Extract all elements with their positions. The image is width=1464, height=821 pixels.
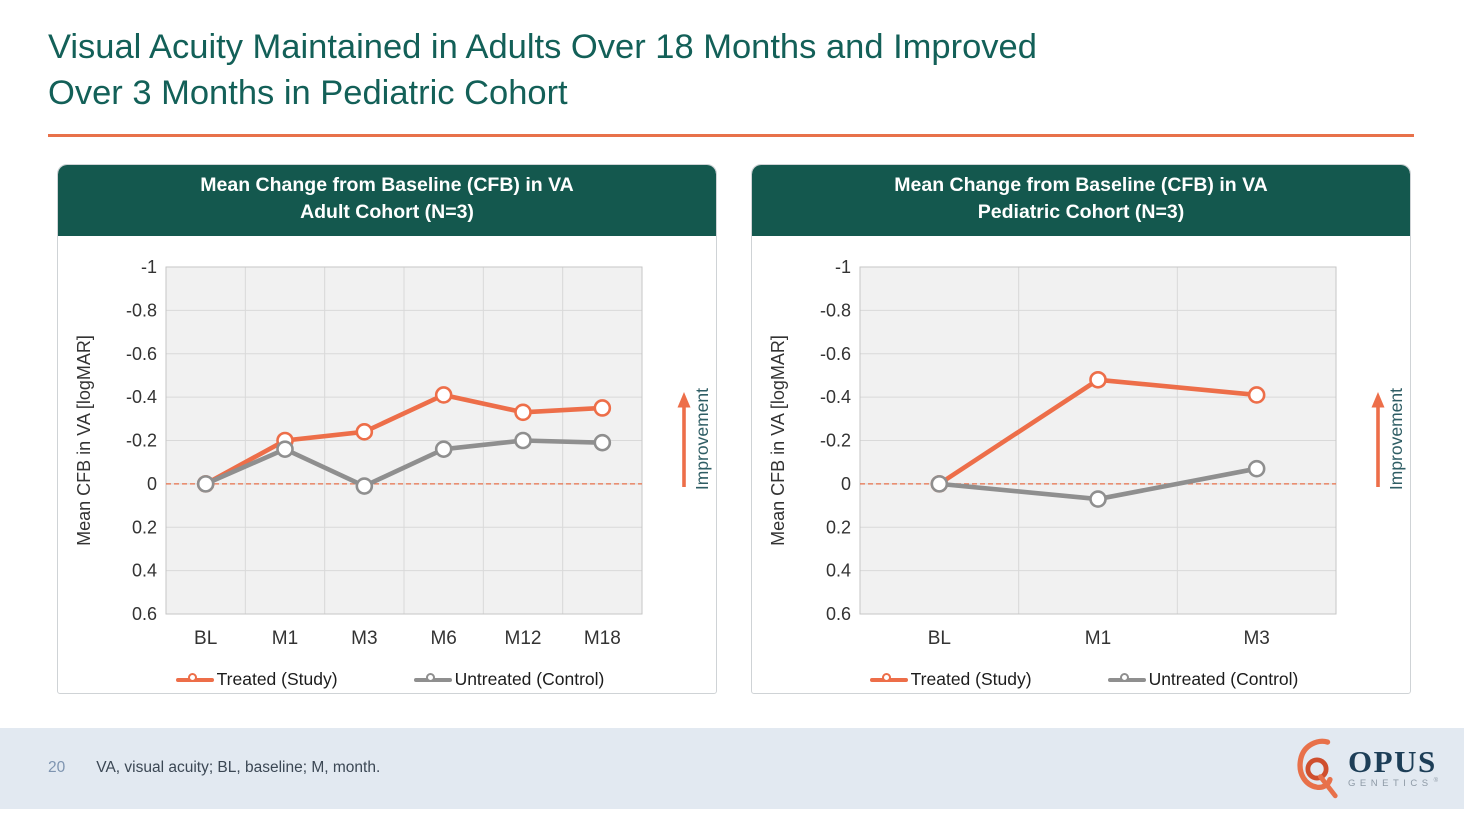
improvement-label: Improvement [1385,388,1406,491]
svg-text:Mean CFB in VA [logMAR]: Mean CFB in VA [logMAR] [768,335,788,546]
svg-text:M6: M6 [430,628,456,649]
page-title-line1: Visual Acuity Maintained in Adults Over … [48,28,1037,66]
svg-text:-0.2: -0.2 [126,431,157,451]
legend-label-treated: Treated (Study) [216,669,338,690]
svg-text:0.6: 0.6 [826,604,851,624]
svg-text:-0.2: -0.2 [820,431,851,451]
legend-item-treated: Treated (Study) [869,669,1032,690]
svg-text:M3: M3 [1243,628,1269,649]
chart-legend-adult: Treated (Study) Untreated (Control) [64,669,716,690]
improvement-arrow-icon [677,392,690,488]
svg-text:BL: BL [928,628,951,649]
opus-logo-swirl-icon [1297,739,1338,799]
improvement-arrow-icon [1371,392,1384,488]
treated-series-marker [175,672,214,687]
svg-text:M1: M1 [272,628,298,649]
svg-text:M12: M12 [505,628,542,649]
chart-title-pediatric-line2: Pediatric Cohort (N=3) [977,201,1185,224]
line-chart-pediatric: -1 -0.8 -0.6 -0.4 -0.2 0 0.2 0.4 0.6 BL M1 M3 Mean C… [768,257,1337,649]
opus-logo-text: OPUS GENETICS ® [1348,744,1438,790]
footnote-text: VA, visual acuity; BL, baseline; M, mont… [96,759,381,777]
svg-text:M3: M3 [351,628,377,649]
slide: Visual Acuity Maintained in Adults Over … [0,25,1464,821]
svg-text:0.6: 0.6 [132,604,157,624]
legend-item-untreated: Untreated (Control) [413,669,605,690]
svg-text:-1: -1 [835,257,851,277]
svg-text:M18: M18 [584,628,621,649]
legend-item-treated: Treated (Study) [175,669,338,690]
improvement-annotation: Improvement [676,346,712,490]
registered-mark: ® [1433,778,1438,785]
chart-area-adult: -1 -0.8 -0.6 -0.4 -0.2 0 0.2 0.4 0.6 BL M1 M3 M6 M12 M… [58,236,716,690]
page-title: Visual Acuity Maintained in Adults Over … [48,25,1416,117]
chart-panel-pediatric: Mean Change from Baseline (CFB) in VA Pe… [751,163,1411,694]
accent-divider [48,133,1414,137]
opus-genetics-logo: OPUS GENETICS ® [1293,737,1438,799]
page-title-line2: Over 3 Months in Pediatric Cohort [48,73,568,112]
opus-logo-subrow: GENETICS ® [1348,778,1438,789]
line-chart-adult: -1 -0.8 -0.6 -0.4 -0.2 0 0.2 0.4 0.6 BL M1 M3 M6 M12 M… [74,257,643,649]
svg-text:-0.6: -0.6 [820,344,851,364]
chart-title-pediatric: Mean Change from Baseline (CFB) in VA Pe… [752,164,1410,237]
chart-title-adult-line1: Mean Change from Baseline (CFB) in VA [200,173,574,196]
legend-label-treated: Treated (Study) [910,669,1032,690]
chart-area-pediatric: -1 -0.8 -0.6 -0.4 -0.2 0 0.2 0.4 0.6 BL M1 M3 Mean C… [752,236,1410,690]
svg-text:-0.8: -0.8 [126,301,157,321]
legend-label-untreated: Untreated (Control) [454,669,605,690]
svg-text:-0.6: -0.6 [126,344,157,364]
opus-logo-name: OPUS [1348,744,1437,780]
slide-footer: 20 VA, visual acuity; BL, baseline; M, m… [0,727,1464,809]
chart-title-pediatric-line1: Mean Change from Baseline (CFB) in VA [894,173,1268,196]
improvement-annotation: Improvement [1370,346,1406,490]
svg-text:-0.4: -0.4 [820,387,851,407]
chart-title-adult: Mean Change from Baseline (CFB) in VA Ad… [58,164,716,237]
svg-text:BL: BL [194,628,217,649]
svg-text:-0.4: -0.4 [126,387,157,407]
svg-text:0.2: 0.2 [132,517,157,537]
improvement-label: Improvement [691,388,712,491]
opus-logo-subname: GENETICS [1348,778,1433,790]
untreated-series-marker [1107,672,1146,687]
svg-text:M1: M1 [1085,628,1111,649]
chart-legend-pediatric: Treated (Study) Untreated (Control) [758,669,1410,690]
svg-text:0: 0 [841,474,851,494]
svg-text:0: 0 [147,474,157,494]
untreated-series-marker [413,672,452,687]
svg-text:Mean CFB in VA [logMAR]: Mean CFB in VA [logMAR] [74,335,94,546]
legend-item-untreated: Untreated (Control) [1107,669,1299,690]
svg-text:-0.8: -0.8 [820,301,851,321]
svg-text:-1: -1 [141,257,157,277]
chart-title-adult-line2: Adult Cohort (N=3) [300,201,474,224]
chart-panels: Mean Change from Baseline (CFB) in VA Ad… [57,163,1411,694]
treated-series-marker [869,672,908,687]
svg-text:0.4: 0.4 [132,561,157,581]
svg-text:0.4: 0.4 [826,561,851,581]
svg-text:0.2: 0.2 [826,517,851,537]
chart-panel-adult: Mean Change from Baseline (CFB) in VA Ad… [57,163,717,694]
page-number: 20 [48,759,66,777]
legend-label-untreated: Untreated (Control) [1148,669,1299,690]
